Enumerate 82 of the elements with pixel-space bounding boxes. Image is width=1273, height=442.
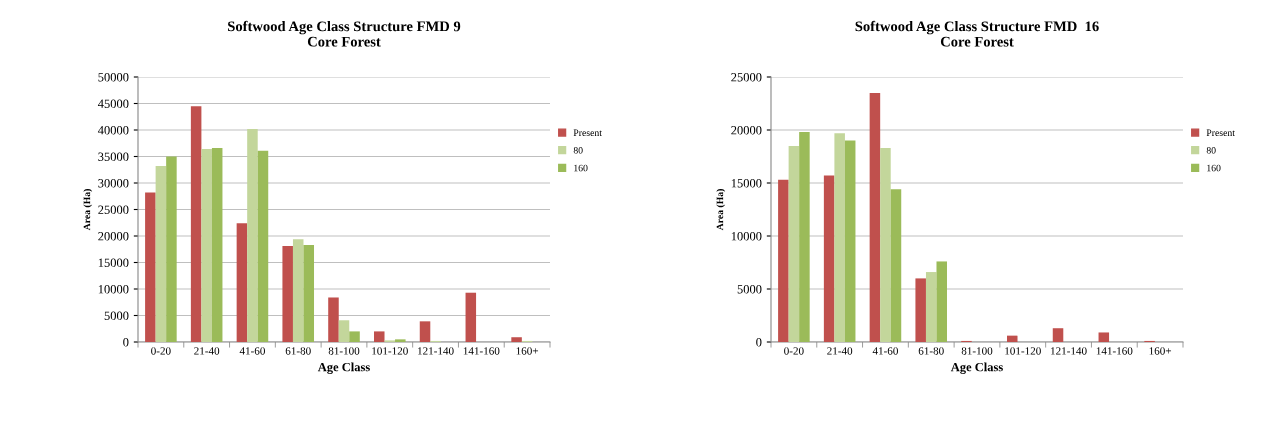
x-tick-label: 101-120: [1005, 347, 1041, 355]
x-tick-label: 21-40: [827, 347, 853, 355]
bar: [925, 272, 937, 342]
bar: [395, 339, 406, 342]
y-tick-label: 50000: [98, 73, 129, 82]
y-tick-label: 0: [756, 338, 762, 347]
bar: [236, 223, 248, 342]
y-tick-label: 25000: [98, 205, 129, 214]
x-tick-label: 141-160: [463, 347, 500, 355]
bar: [834, 133, 845, 342]
y-tick-label: 10000: [731, 232, 762, 241]
bar: [373, 331, 385, 342]
bar: [155, 166, 167, 342]
x-tick-label: 81-100: [328, 347, 360, 355]
bar: [915, 278, 926, 342]
bar: [778, 179, 789, 342]
legend-label: 80: [573, 147, 583, 154]
legend-label: Present: [1206, 129, 1235, 137]
x-tick-label: 61-80: [285, 347, 311, 355]
x-axis-title: Age Class: [317, 362, 370, 374]
bar: [936, 261, 948, 342]
x-tick-label: 81-100: [961, 347, 993, 355]
x-tick-label: 121-140: [1051, 347, 1087, 355]
bar: [247, 128, 258, 342]
y-tick-label: 35000: [98, 152, 129, 161]
x-tick-label: 41-60: [872, 347, 898, 355]
bar: [145, 192, 156, 342]
bar: [1052, 328, 1064, 342]
bar: [282, 246, 293, 342]
bar: [419, 321, 431, 342]
y-tick-label: 40000: [97, 126, 129, 135]
x-tick-label: 121-140: [418, 347, 454, 355]
chart-title: Softwood Age Class Structure FMD 9 Core Forest: [228, 20, 461, 47]
bar: [869, 92, 881, 342]
x-tick-label: 0-20: [784, 347, 804, 355]
x-tick-label: 141-160: [1096, 347, 1133, 355]
y-tick-label: 5000: [737, 285, 762, 294]
bar: [1006, 335, 1018, 342]
bar: [303, 245, 315, 342]
y-tick-label: 5000: [104, 311, 129, 320]
bar: [211, 148, 223, 342]
legend-label: 160: [1207, 164, 1221, 172]
bar: [788, 145, 800, 342]
legend-label: Present: [573, 129, 602, 137]
x-tick-label: 160+: [1149, 347, 1172, 355]
chart-title: Softwood Age Class Structure FMD 16 Core Forest: [855, 20, 1099, 47]
y-tick-label: 10000: [98, 285, 129, 294]
x-tick-label: 41-60: [239, 347, 265, 355]
bar: [190, 106, 202, 342]
x-tick-label: 21-40: [194, 347, 220, 355]
bar: [511, 337, 522, 342]
y-axis-title: Area (Ha): [716, 189, 726, 231]
bar: [349, 331, 360, 342]
bar: [292, 239, 304, 342]
y-tick-label: 20000: [731, 126, 762, 135]
y-tick-label: 30000: [98, 179, 129, 188]
legend-label: 160: [574, 164, 588, 172]
bar: [890, 189, 902, 342]
bar: [1098, 332, 1110, 342]
bar: [201, 149, 212, 342]
x-tick-label: 101-120: [372, 347, 408, 355]
y-axis-title: Area (Ha): [83, 189, 93, 231]
y-tick-label: 20000: [98, 232, 129, 241]
bar: [338, 320, 350, 342]
y-tick-label: 0: [123, 338, 129, 347]
x-tick-label: 160+: [516, 347, 539, 355]
y-tick-label: 45000: [97, 99, 129, 108]
bar: [257, 150, 269, 342]
y-tick-label: 15000: [98, 258, 129, 267]
bar: [465, 292, 477, 342]
x-tick-label: 61-80: [918, 347, 944, 355]
bar: [844, 140, 856, 342]
x-axis-title: Age Class: [950, 362, 1003, 374]
x-tick-label: 0-20: [151, 347, 171, 355]
y-tick-label: 25000: [731, 73, 762, 82]
bar: [799, 132, 810, 342]
y-tick-label: 15000: [731, 179, 762, 188]
legend-label: 80: [1206, 147, 1216, 154]
bar: [166, 156, 177, 342]
bar: [823, 175, 835, 342]
bar: [880, 148, 891, 342]
bar: [328, 297, 339, 342]
